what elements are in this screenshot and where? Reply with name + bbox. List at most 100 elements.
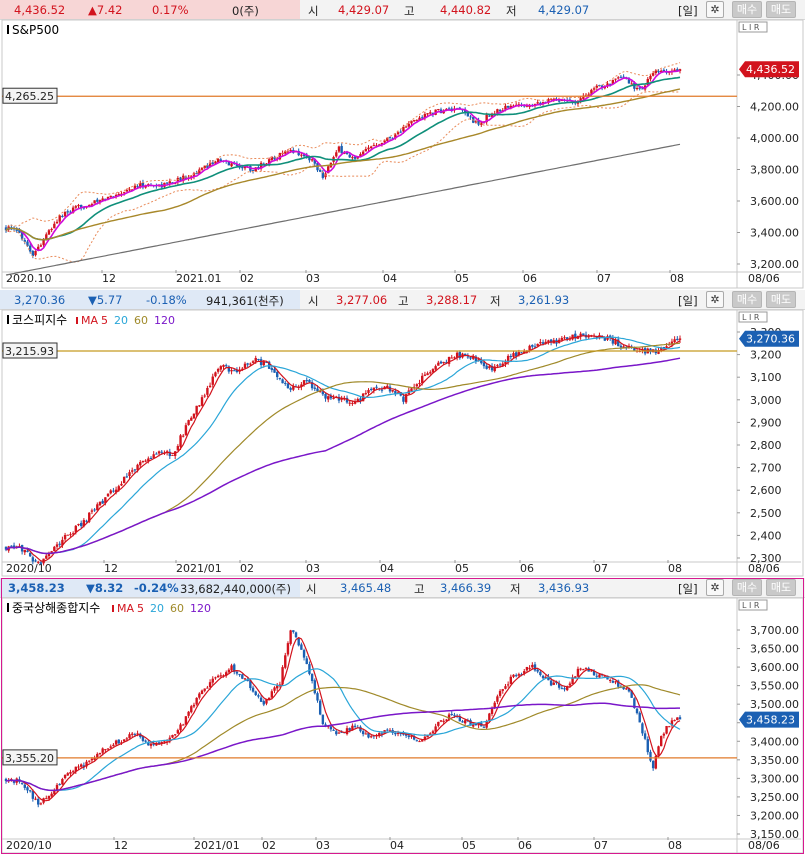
candle-body: [230, 163, 233, 167]
candle-body: [227, 366, 231, 372]
candle-body: [501, 363, 504, 366]
candle-body: [351, 725, 354, 731]
candle-body: [641, 723, 644, 734]
candle-body: [359, 398, 362, 401]
candle-body: [356, 398, 359, 402]
x-tick-label: 2021/01: [176, 562, 222, 575]
sp500-high: 4,440.82: [440, 3, 492, 17]
sp500-period[interactable]: [일]: [678, 4, 698, 18]
candle-body: [276, 372, 279, 378]
candle-body: [125, 738, 129, 740]
candle-body: [345, 728, 349, 735]
candle-body: [230, 665, 233, 671]
candle-body: [627, 78, 631, 84]
y-tick-label: 4,000.00: [750, 132, 799, 145]
candle-body: [520, 352, 523, 354]
candle-body: [364, 733, 368, 735]
candle-body: [404, 734, 408, 736]
candle-body: [114, 740, 118, 745]
candle-body: [71, 533, 75, 535]
candle-body: [163, 741, 166, 743]
candle-body: [388, 730, 392, 732]
candle-body: [418, 741, 421, 743]
candle-body: [74, 766, 78, 772]
candle-body: [93, 509, 96, 511]
candle-body: [574, 676, 577, 679]
candle-body: [407, 735, 410, 737]
candle-body: [536, 102, 539, 104]
candle-body: [504, 105, 507, 110]
candle-body: [284, 382, 287, 384]
candle-body: [619, 76, 623, 78]
candle-body: [552, 682, 555, 685]
sp500-panel: 4,436.52 ▲7.42 0.17% 0(주) 시 4,429.07 고 4…: [0, 0, 805, 290]
kospi-buy-button[interactable]: 매수: [732, 291, 762, 308]
candle-body: [243, 363, 247, 368]
kospi-open-label: 시: [308, 294, 319, 308]
candle-body: [450, 357, 453, 359]
candle-body: [544, 676, 547, 679]
candle-body: [399, 733, 402, 735]
candle-body: [37, 561, 40, 563]
candle-body: [504, 362, 507, 364]
candle-body: [18, 229, 21, 233]
candle-body: [235, 369, 239, 373]
y-tick-label: 3,200.00: [750, 258, 799, 271]
candle-body: [136, 464, 139, 471]
candle-body: [423, 374, 427, 376]
candle-body: [426, 734, 429, 738]
sp500-buy-button[interactable]: 매수: [732, 1, 762, 18]
candle-body: [458, 107, 462, 109]
candle-body: [496, 109, 499, 114]
candle-body: [509, 356, 513, 358]
shanghai-buy-button[interactable]: 매수: [732, 579, 762, 596]
kospi-period[interactable]: [일]: [678, 294, 698, 308]
candle-body: [611, 79, 615, 84]
shanghai-low: 3,436.93: [538, 581, 590, 595]
candle-body: [192, 413, 196, 419]
ma5-line: [5, 636, 681, 802]
kospi-settings-button[interactable]: ✲: [706, 291, 724, 308]
y-tick-label: 3,550.00: [750, 680, 799, 693]
kospi-sell-button[interactable]: 매도: [766, 291, 796, 308]
candle-body: [482, 726, 486, 728]
candle-body: [512, 105, 515, 107]
candle-body: [415, 740, 419, 742]
candle-body: [149, 458, 153, 460]
sp500-settings-button[interactable]: ✲: [706, 1, 724, 18]
candle-body: [348, 154, 351, 158]
candle-body: [259, 697, 263, 702]
candle-body: [566, 686, 569, 691]
candle-body: [415, 119, 419, 121]
candle-body: [367, 389, 370, 393]
candle-body: [386, 729, 389, 731]
candle-body: [55, 221, 59, 224]
sp500-sell-button[interactable]: 매도: [766, 1, 796, 18]
candle-body: [131, 733, 134, 735]
candle-body: [391, 390, 394, 392]
shanghai-period[interactable]: [일]: [678, 582, 698, 596]
legend-ma-20: 20: [150, 602, 164, 615]
candle-body: [254, 357, 257, 362]
candle-body: [557, 100, 561, 102]
candle-body: [289, 149, 292, 151]
candle-body: [265, 699, 268, 704]
kospi-change: ▼5.77: [88, 293, 123, 307]
candle-body: [536, 669, 539, 672]
last-price-tag: [739, 711, 799, 728]
candle-body: [469, 720, 472, 726]
candle-body: [12, 545, 16, 549]
candle-body: [660, 736, 663, 747]
shanghai-sell-button[interactable]: 매도: [766, 579, 796, 596]
candle-body: [321, 172, 325, 178]
candle-body: [582, 669, 585, 671]
sp500-quote-header-right: 시 4,429.07 고 4,440.82 저 4,429.07 [일] ✲ 매…: [300, 0, 805, 20]
candle-body: [337, 732, 341, 734]
x-tick-label: 12: [104, 562, 118, 575]
shanghai-settings-button[interactable]: ✲: [706, 579, 724, 596]
candle-body: [294, 632, 298, 638]
candle-body: [195, 697, 198, 705]
x-tick-label: 05: [455, 562, 469, 575]
x-tick-label: 2021/01: [194, 839, 240, 852]
candle-body: [219, 366, 223, 370]
